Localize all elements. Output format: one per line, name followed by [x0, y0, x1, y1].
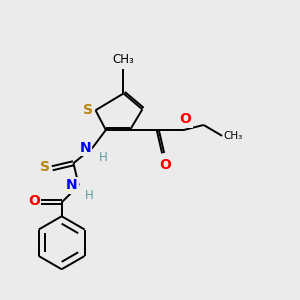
Text: O: O [160, 158, 172, 172]
Text: N: N [80, 141, 91, 154]
Text: H: H [85, 189, 93, 202]
Text: O: O [28, 194, 40, 208]
Text: S: S [82, 103, 93, 117]
Text: H: H [98, 151, 107, 164]
Text: O: O [179, 112, 191, 126]
Text: CH₃: CH₃ [224, 131, 243, 142]
Text: S: S [40, 160, 50, 174]
Text: CH₃: CH₃ [112, 53, 134, 66]
Text: N: N [66, 178, 77, 192]
